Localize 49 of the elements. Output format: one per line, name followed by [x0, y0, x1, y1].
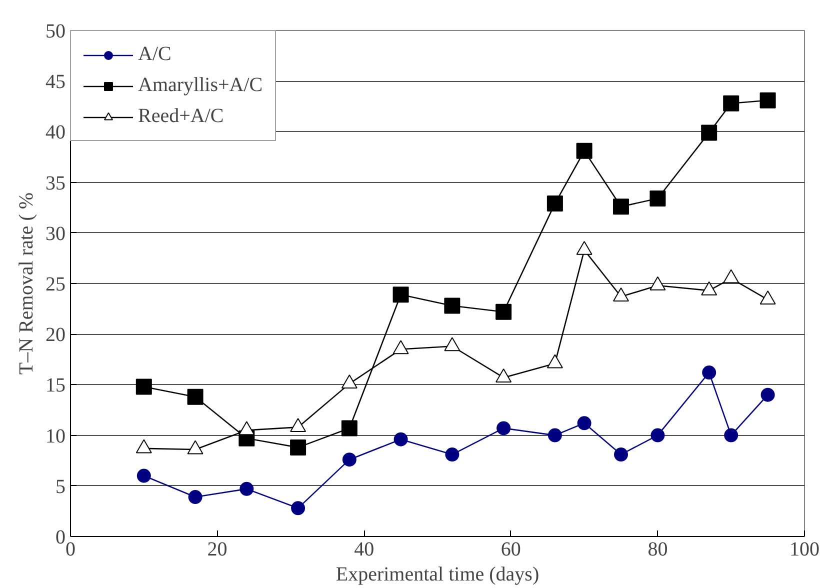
- point: [702, 366, 716, 380]
- y-tick-label: 50: [46, 20, 66, 42]
- point: [760, 92, 776, 108]
- y-tick-label: 10: [46, 425, 66, 448]
- y-tick-label: 5: [56, 476, 66, 498]
- point: [341, 420, 358, 436]
- point: [546, 196, 563, 212]
- point: [613, 198, 629, 215]
- y-tick-label: 35: [46, 172, 66, 194]
- legend-label: Amaryllis+A/C: [138, 74, 263, 97]
- point: [650, 428, 665, 442]
- point: [650, 190, 666, 206]
- point: [136, 378, 152, 395]
- point: [445, 448, 460, 462]
- y-tick-label: 45: [46, 71, 66, 94]
- point: [760, 388, 775, 402]
- point: [577, 416, 592, 430]
- point: [187, 388, 204, 405]
- point: [576, 142, 592, 159]
- x-tick-label: 80: [648, 538, 668, 560]
- y-tick-label: 25: [46, 274, 66, 296]
- point: [136, 468, 151, 483]
- point: [444, 298, 460, 314]
- point: [496, 421, 511, 436]
- x-tick-label: 20: [207, 538, 228, 560]
- point: [496, 304, 512, 320]
- y-tick-label: 20: [46, 324, 66, 346]
- point: [291, 501, 306, 516]
- y-tick-label: 15: [46, 374, 66, 397]
- point: [188, 490, 202, 504]
- x-tick-label: 60: [500, 538, 521, 560]
- y-tick-label: 40: [46, 122, 66, 144]
- legend-label: A/C: [138, 43, 172, 66]
- point: [723, 95, 740, 112]
- point: [240, 482, 254, 496]
- point: [701, 124, 718, 141]
- point: [290, 439, 306, 456]
- x-tick-label: 100: [790, 538, 820, 560]
- point: [548, 428, 562, 442]
- y-axis-title: T–N Removal rate ( %: [16, 192, 38, 375]
- x-tick-label: 40: [354, 538, 374, 560]
- point: [614, 448, 628, 462]
- y-tick-label: 30: [46, 222, 66, 245]
- point: [724, 428, 738, 442]
- point: [342, 452, 356, 467]
- point: [392, 286, 409, 303]
- point: [394, 432, 408, 446]
- legend-label: Reed+A/C: [138, 105, 224, 128]
- x-axis-title: Experimental time (days): [336, 564, 540, 586]
